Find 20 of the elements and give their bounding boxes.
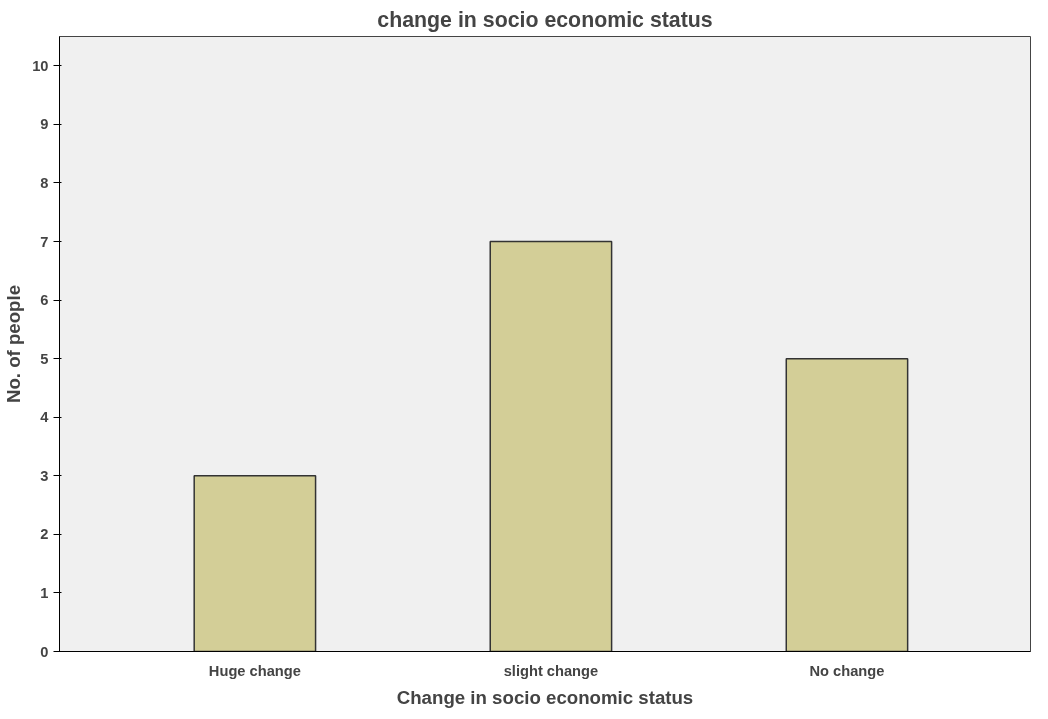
y-tick-label: 1 (40, 584, 49, 601)
y-tick-label: 10 (32, 57, 49, 74)
x-tick-label: No change (809, 662, 885, 679)
x-axis-title: Change in socio economic status (396, 686, 694, 708)
x-tick-label: Huge change (208, 662, 301, 679)
bar (489, 240, 613, 652)
chart-title: change in socio economic status (377, 7, 713, 32)
y-tick-label: 5 (40, 350, 49, 367)
bar (785, 357, 909, 652)
y-tick-label: 8 (40, 174, 49, 191)
y-tick-label: 7 (40, 233, 49, 250)
y-tick-label: 3 (40, 467, 49, 484)
y-tick-label: 9 (40, 116, 49, 133)
bar (193, 475, 317, 652)
y-axis-title: No. of people (3, 284, 25, 404)
y-tick-label: 6 (40, 292, 49, 309)
y-tick-label: 0 (40, 643, 49, 660)
y-tick-label: 2 (40, 526, 49, 543)
x-tick-label: slight change (503, 662, 599, 679)
y-tick-label: 4 (40, 409, 50, 426)
